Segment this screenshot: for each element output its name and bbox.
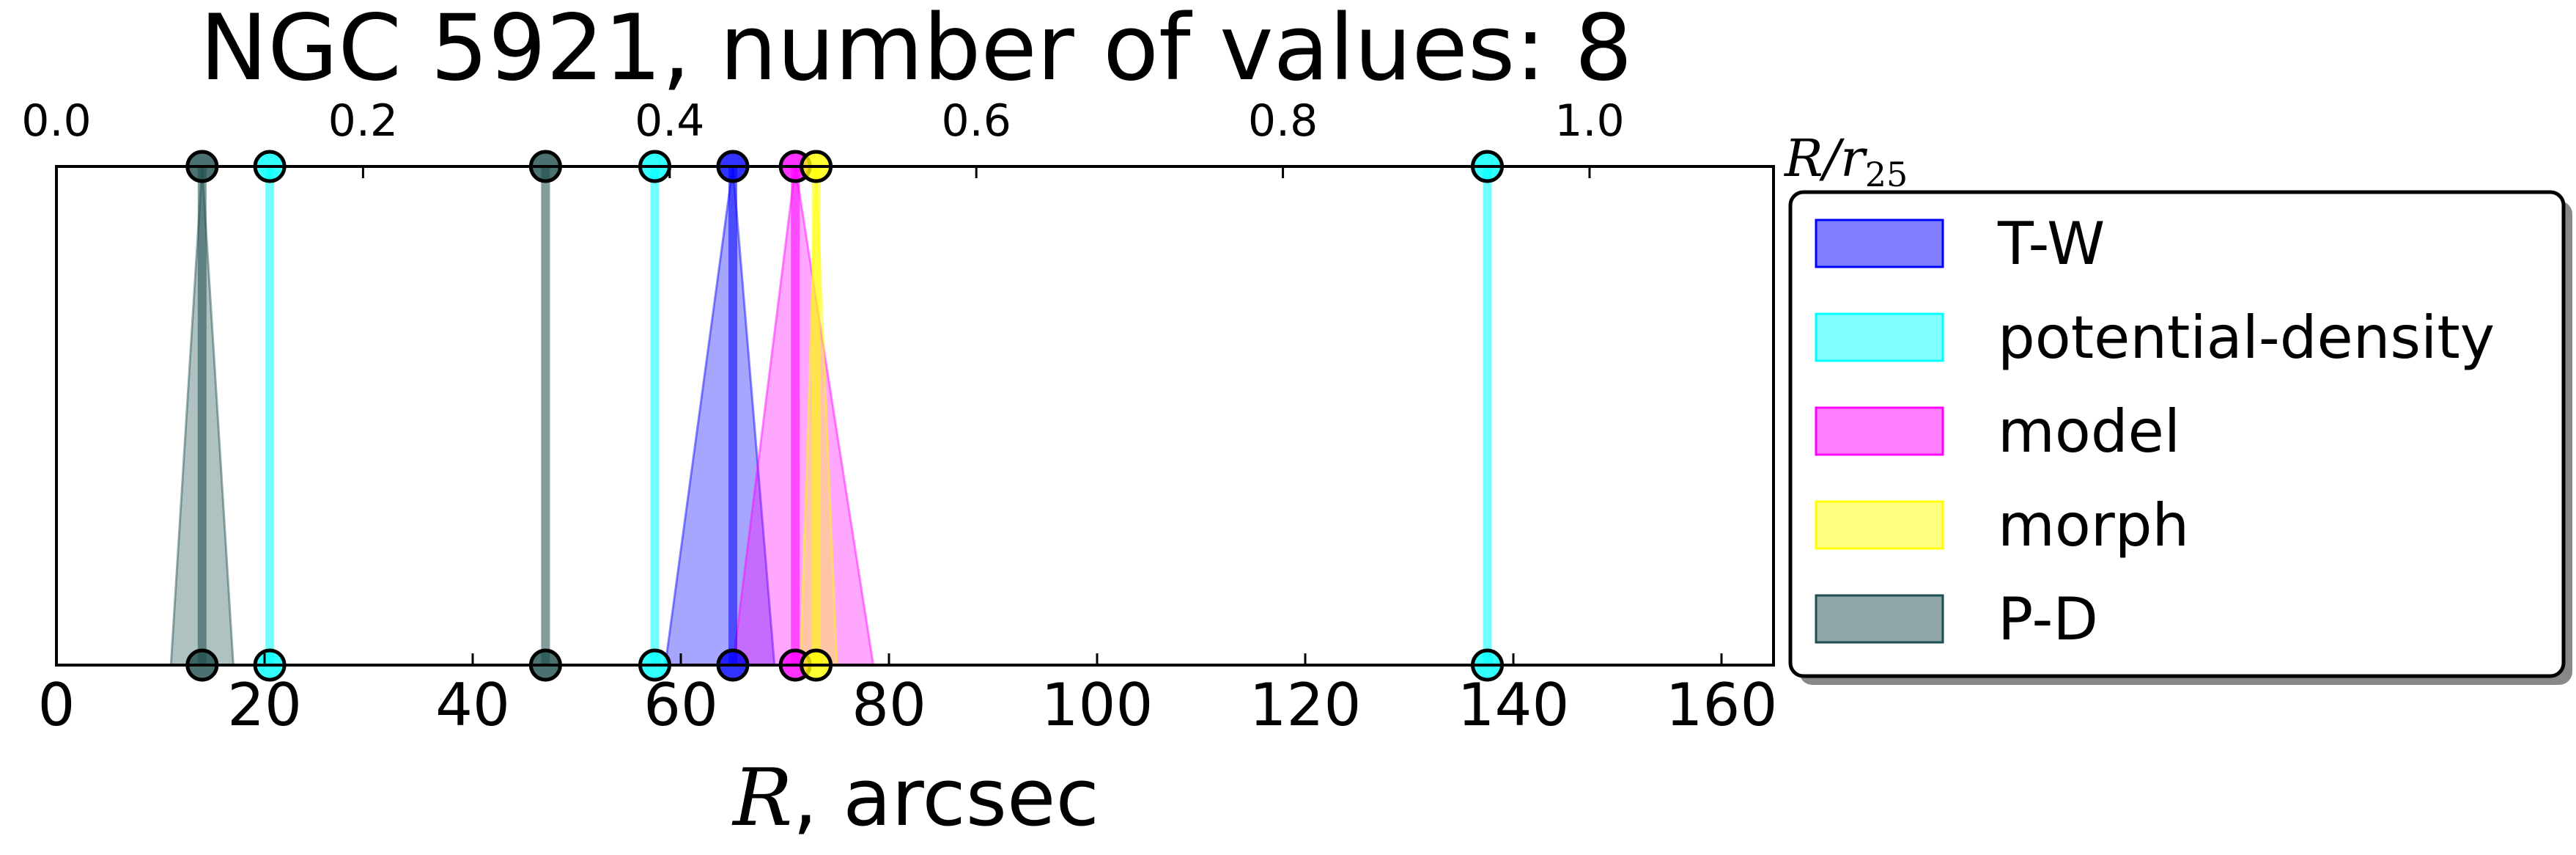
x-tick-label: 80 [852, 671, 926, 739]
top-axis-label-sub: 25 [1865, 155, 1908, 194]
x-tick-label: 160 [1666, 671, 1778, 739]
legend-swatch [1815, 406, 1944, 456]
legend-swatch [1815, 312, 1944, 362]
legend-swatch [1815, 594, 1944, 644]
legend-swatch [1815, 219, 1944, 268]
x-tick-label: 0 [38, 671, 75, 739]
axes: 0 20 40 60 80 100 120 140 160 0.0 0.2 0.4 0.6 0.8 1.0 [21, 95, 1777, 739]
x-tick-label: 40 [435, 671, 510, 739]
chart-title: NGC 5921, number of values: 8 [200, 0, 1633, 101]
x-tick-label: 120 [1250, 671, 1362, 739]
top-axis-label: R/r25 [1783, 128, 1908, 194]
x-tick-label: 20 [227, 671, 302, 739]
x-tick-label: 140 [1458, 671, 1570, 739]
x-axis-label-unit: , arcsec [792, 752, 1099, 844]
legend-swatch [1815, 500, 1944, 550]
legend-label: potential-density [1998, 304, 2495, 372]
top-tick-label: 0.6 [941, 95, 1011, 147]
plot-background [56, 166, 1774, 665]
legend-label: P-D [1998, 585, 2098, 653]
x-tick-label: 60 [643, 671, 718, 739]
x-axis-label-var: R [731, 752, 792, 844]
legend-label: model [1998, 397, 2180, 466]
x-tick-label: 100 [1041, 671, 1154, 739]
legend-label: morph [1998, 491, 2189, 559]
legend-label: T-W [1997, 210, 2105, 278]
top-tick-label: 0.2 [328, 95, 398, 147]
plot-frame [55, 165, 1775, 667]
top-tick-label: 0.4 [635, 95, 704, 147]
top-tick-label: 0.8 [1248, 95, 1318, 147]
plot-area [56, 150, 1774, 682]
x-axis-label: R, arcsec [731, 752, 1099, 844]
legend: T-W potential-density model morph P-D [1788, 190, 2572, 685]
legend-box [1788, 190, 2566, 678]
top-axis-label-main: R/r [1783, 128, 1867, 188]
top-tick-label: 1.0 [1554, 95, 1624, 147]
top-tick-label: 0.0 [21, 95, 91, 147]
